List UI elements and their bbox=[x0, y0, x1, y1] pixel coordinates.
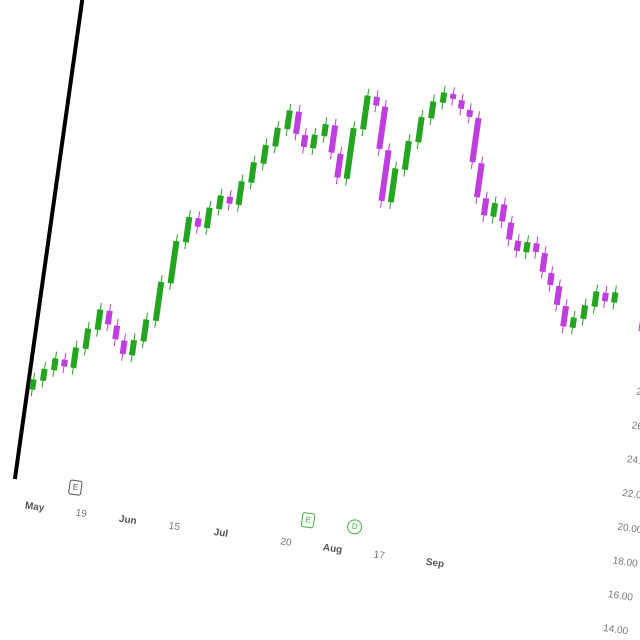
candle-body bbox=[372, 96, 381, 106]
candle-body bbox=[128, 339, 138, 356]
candle-body bbox=[293, 111, 303, 135]
x-tick-label: 17 bbox=[373, 549, 386, 562]
candle-body bbox=[194, 217, 202, 228]
chart: O3272.00 H3330.00 L3263.00 C3322.50 +49.… bbox=[12, 0, 640, 637]
candle-body bbox=[387, 168, 399, 203]
candle-body bbox=[490, 202, 499, 218]
candle-body bbox=[334, 153, 344, 178]
x-tick-label: Jun bbox=[118, 514, 137, 527]
candle-body bbox=[547, 272, 555, 286]
candle-body bbox=[449, 93, 457, 100]
candle-body bbox=[29, 379, 37, 390]
candle-body bbox=[439, 92, 448, 104]
candle-body bbox=[560, 305, 569, 327]
y-tick-label: 22.00 bbox=[621, 488, 640, 502]
candle-body bbox=[215, 195, 224, 210]
monitor-bezel bbox=[12, 0, 640, 480]
candle-body bbox=[119, 340, 128, 355]
candle-body bbox=[580, 304, 589, 320]
candle-body bbox=[523, 241, 531, 253]
candle-body bbox=[152, 281, 165, 322]
candle-body bbox=[248, 161, 257, 184]
candle-body bbox=[328, 125, 339, 153]
candle-body bbox=[428, 101, 437, 119]
candle-body bbox=[167, 240, 180, 284]
candle-body bbox=[260, 144, 269, 165]
candle-body bbox=[182, 216, 193, 243]
y-tick-label: 26.00 bbox=[631, 420, 640, 434]
event-marker bbox=[300, 512, 316, 529]
candle-body bbox=[611, 291, 619, 303]
candle-body bbox=[376, 106, 389, 150]
event-marker-label: D bbox=[351, 522, 358, 532]
candle-body bbox=[112, 325, 121, 340]
x-tick-label: May bbox=[24, 500, 45, 514]
candle-body bbox=[532, 243, 540, 253]
candle-body bbox=[499, 204, 508, 222]
event-marker bbox=[68, 479, 83, 496]
candle-body bbox=[226, 196, 234, 205]
x-tick-label: Jul bbox=[213, 527, 229, 540]
candle-body bbox=[466, 109, 474, 118]
event-marker-label: E bbox=[305, 515, 312, 525]
candle-body bbox=[140, 319, 150, 342]
y-tick-label: 14.00 bbox=[602, 623, 629, 637]
candle-body bbox=[591, 291, 600, 308]
candle-body bbox=[300, 134, 309, 148]
event-marker bbox=[347, 519, 363, 535]
candle-body bbox=[601, 292, 609, 302]
candle-body bbox=[378, 149, 392, 202]
x-tick-label: 20 bbox=[280, 536, 293, 549]
x-tick-label: 15 bbox=[168, 521, 181, 534]
candle-body bbox=[553, 285, 563, 306]
y-tick-label: 16.00 bbox=[607, 589, 634, 603]
candle-body bbox=[235, 180, 245, 206]
x-tick-label: Sep bbox=[425, 557, 445, 570]
candle-body bbox=[473, 162, 485, 198]
candle-body bbox=[50, 357, 59, 371]
candle-body bbox=[480, 198, 490, 216]
candle-body bbox=[569, 317, 577, 329]
candle-body bbox=[39, 368, 48, 382]
candle-body bbox=[321, 123, 329, 137]
candle-body bbox=[70, 347, 80, 369]
candle-body bbox=[284, 110, 293, 130]
y-tick-label: 28.00 bbox=[636, 386, 640, 400]
event-marker-label: E bbox=[72, 482, 79, 492]
y-tick-label: 20.00 bbox=[617, 522, 640, 536]
candle-body bbox=[104, 310, 113, 325]
candle-body bbox=[505, 222, 515, 240]
y-tick-label: 18.00 bbox=[612, 555, 639, 569]
candle-body bbox=[360, 95, 371, 130]
candle-body bbox=[60, 359, 68, 367]
candle-body bbox=[469, 117, 482, 163]
candle-body bbox=[203, 207, 213, 229]
candle-body bbox=[309, 134, 318, 149]
candle-body bbox=[82, 328, 92, 350]
candle-body bbox=[457, 99, 466, 110]
candle-body bbox=[272, 127, 281, 147]
candle-body bbox=[513, 240, 522, 252]
candle-body bbox=[539, 252, 548, 273]
candle-body bbox=[415, 116, 425, 143]
candle-body bbox=[343, 127, 357, 180]
x-tick-label: Aug bbox=[322, 542, 343, 556]
x-tick-label: 19 bbox=[75, 508, 88, 521]
candle-body bbox=[401, 140, 412, 171]
candle-body bbox=[94, 309, 104, 331]
y-tick-label: 24.00 bbox=[626, 454, 640, 468]
